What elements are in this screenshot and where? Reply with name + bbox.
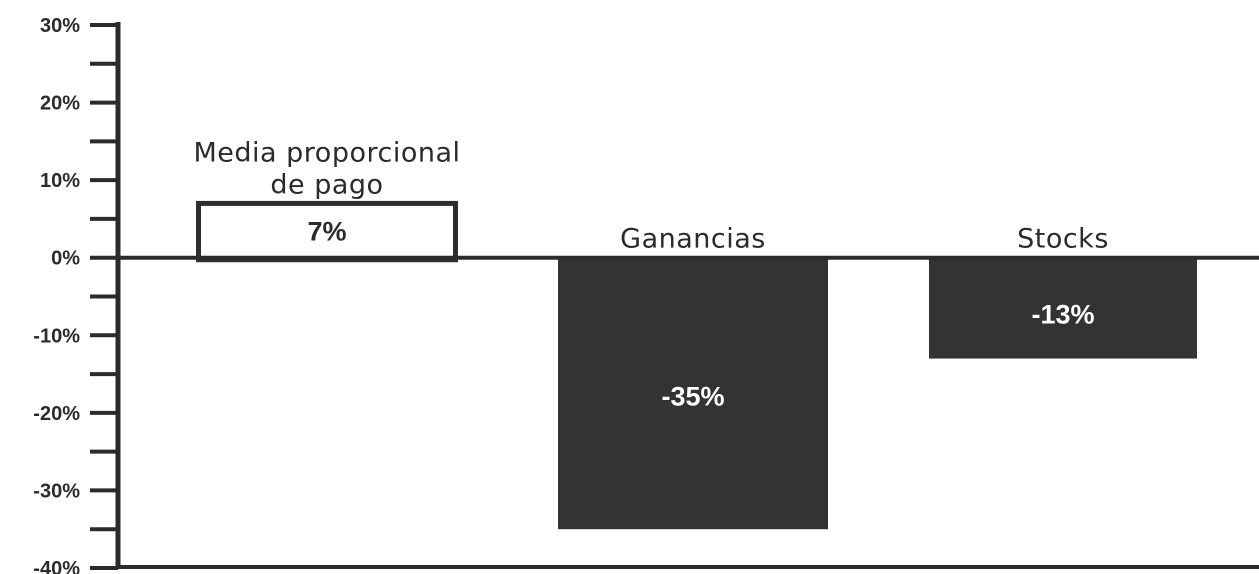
- category-label-2-line-1: Ganancias: [620, 224, 766, 255]
- y-tick-label-neg40: -40%: [33, 558, 80, 574]
- y-tick-label-20: 20%: [40, 93, 80, 115]
- y-tick-label-30: 30%: [40, 15, 80, 37]
- bar-3: [929, 257, 1197, 359]
- data-label-1: 7%: [307, 217, 346, 247]
- data-label-2: -35%: [661, 381, 724, 411]
- y-tick-label-neg10: -10%: [33, 325, 80, 347]
- bars-group: [196, 200, 1197, 530]
- category-label-1-line-2: de pago: [270, 169, 383, 200]
- y-tick-label-0: 0%: [51, 248, 80, 270]
- bar-2: [558, 257, 828, 530]
- y-tick-label-10: 10%: [40, 170, 80, 192]
- y-axis: [90, 22, 1259, 570]
- category-label-3-line-1: Stocks: [1017, 224, 1109, 255]
- labels-group: 30% 20% 10% 0% -10% -20% -30% -40% Media proporc…: [33, 15, 1109, 574]
- category-label-1-line-1: Media proporcional: [193, 137, 460, 168]
- data-label-3: -13%: [1031, 300, 1094, 330]
- y-tick-label-neg30: -30%: [33, 480, 80, 502]
- y-tick-label-neg20: -20%: [33, 403, 80, 425]
